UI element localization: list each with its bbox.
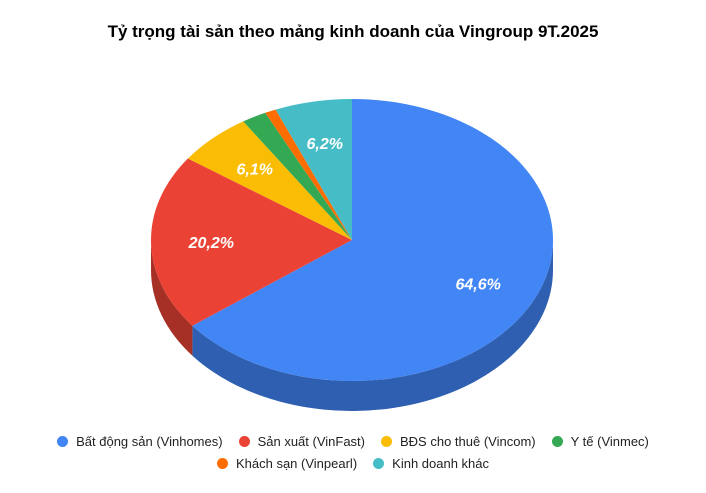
legend-marker [373,458,385,469]
slice[interactable] [187,121,352,240]
slice-side [151,240,193,356]
legend-item[interactable]: Khách sạn (Vinpearl) [216,453,358,475]
legend-label: Kinh doanh khác [392,456,490,471]
legend-marker [381,436,392,447]
legend-label: BĐS cho thuê (Vincom) [400,434,536,449]
legend-item[interactable]: BĐS cho thuê (Vincom) [381,431,536,453]
legend-label: Bất động sản (Vinhomes) [76,434,223,449]
legend-label: Sản xuất (VinFast) [257,434,365,449]
data-label: 6,1% [236,162,272,179]
data-label: 6,2% [307,136,343,153]
legend-item[interactable]: Bất động sản (Vinhomes) [57,431,223,453]
slice[interactable] [275,99,352,240]
data-label: 64,6% [455,277,500,294]
legend-item[interactable]: Kinh doanh khác [373,453,489,475]
legend-marker [551,436,563,447]
chart-title: Tỷ trọng tài sản theo mảng kinh doanh củ… [107,22,599,41]
legend-label: Y tế (Vinmec) [570,434,649,449]
legend-item[interactable]: Y tế (Vinmec) [551,431,649,453]
slice[interactable] [265,109,352,240]
legend-marker [238,436,250,447]
slice[interactable] [151,158,352,326]
slice[interactable] [192,99,553,381]
legend-label: Khách sạn (Vinpearl) [235,456,358,471]
slice[interactable] [243,112,352,240]
legend-marker [57,436,69,447]
data-label: 20,2% [188,235,234,252]
legend-marker [216,458,228,469]
legend-item[interactable]: Sản xuất (VinFast) [238,431,365,453]
pie-chart: 64,6% 20,2% 6,1% 6,2% [151,99,553,412]
legend: Bất động sản (Vinhomes) Sản xuất (VinFast… [20,431,686,475]
slice-side [192,240,553,412]
